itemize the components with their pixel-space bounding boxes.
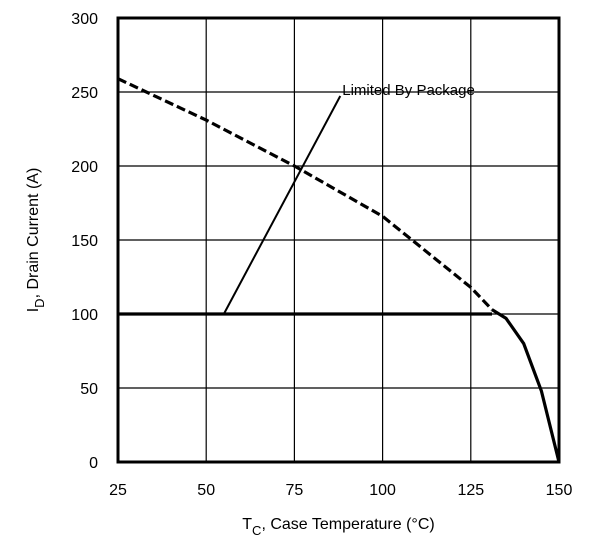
y-axis-label-sub: D — [32, 298, 47, 307]
y-tick-label-150: 150 — [71, 233, 98, 250]
x-tick-labels: 25 50 75 100 125 150 — [109, 482, 572, 499]
y-tick-label-0: 0 — [89, 455, 98, 472]
x-axis-label: TC, Case Temperature (°C) — [242, 516, 434, 538]
x-tick-label-100: 100 — [369, 482, 396, 499]
series-group — [117, 77, 561, 463]
y-axis-label-rest: , Drain Current (A) — [25, 168, 42, 299]
y-axis-label-main: I — [25, 308, 42, 312]
x-axis-label-sub: C — [252, 523, 261, 538]
x-axis-label-main: T — [242, 516, 252, 533]
y-tick-label-50: 50 — [80, 381, 98, 398]
x-tick-label-75: 75 — [286, 482, 304, 499]
x-tick-label-125: 125 — [457, 482, 484, 499]
y-tick-label-100: 100 — [71, 307, 98, 324]
y-tick-labels: 0 50 100 150 200 250 300 — [71, 11, 98, 472]
y-axis-label: ID, Drain Current (A) — [25, 168, 47, 313]
x-tick-label-50: 50 — [197, 482, 215, 499]
annotation-group: Limited By Package — [222, 82, 475, 315]
y-tick-label-200: 200 — [71, 159, 98, 176]
plot-frame — [116, 16, 561, 464]
annotation-leader-line — [222, 95, 342, 315]
series-line-3-solid — [491, 308, 561, 463]
annotation-label: Limited By Package — [342, 82, 475, 99]
series-line-1-dashed — [117, 77, 494, 311]
x-tick-label-25: 25 — [109, 482, 127, 499]
x-tick-label-150: 150 — [546, 482, 573, 499]
grid — [118, 18, 559, 462]
y-tick-label-300: 300 — [71, 11, 98, 28]
y-tick-label-250: 250 — [71, 85, 98, 102]
x-axis-label-rest: , Case Temperature (°C) — [261, 516, 434, 533]
